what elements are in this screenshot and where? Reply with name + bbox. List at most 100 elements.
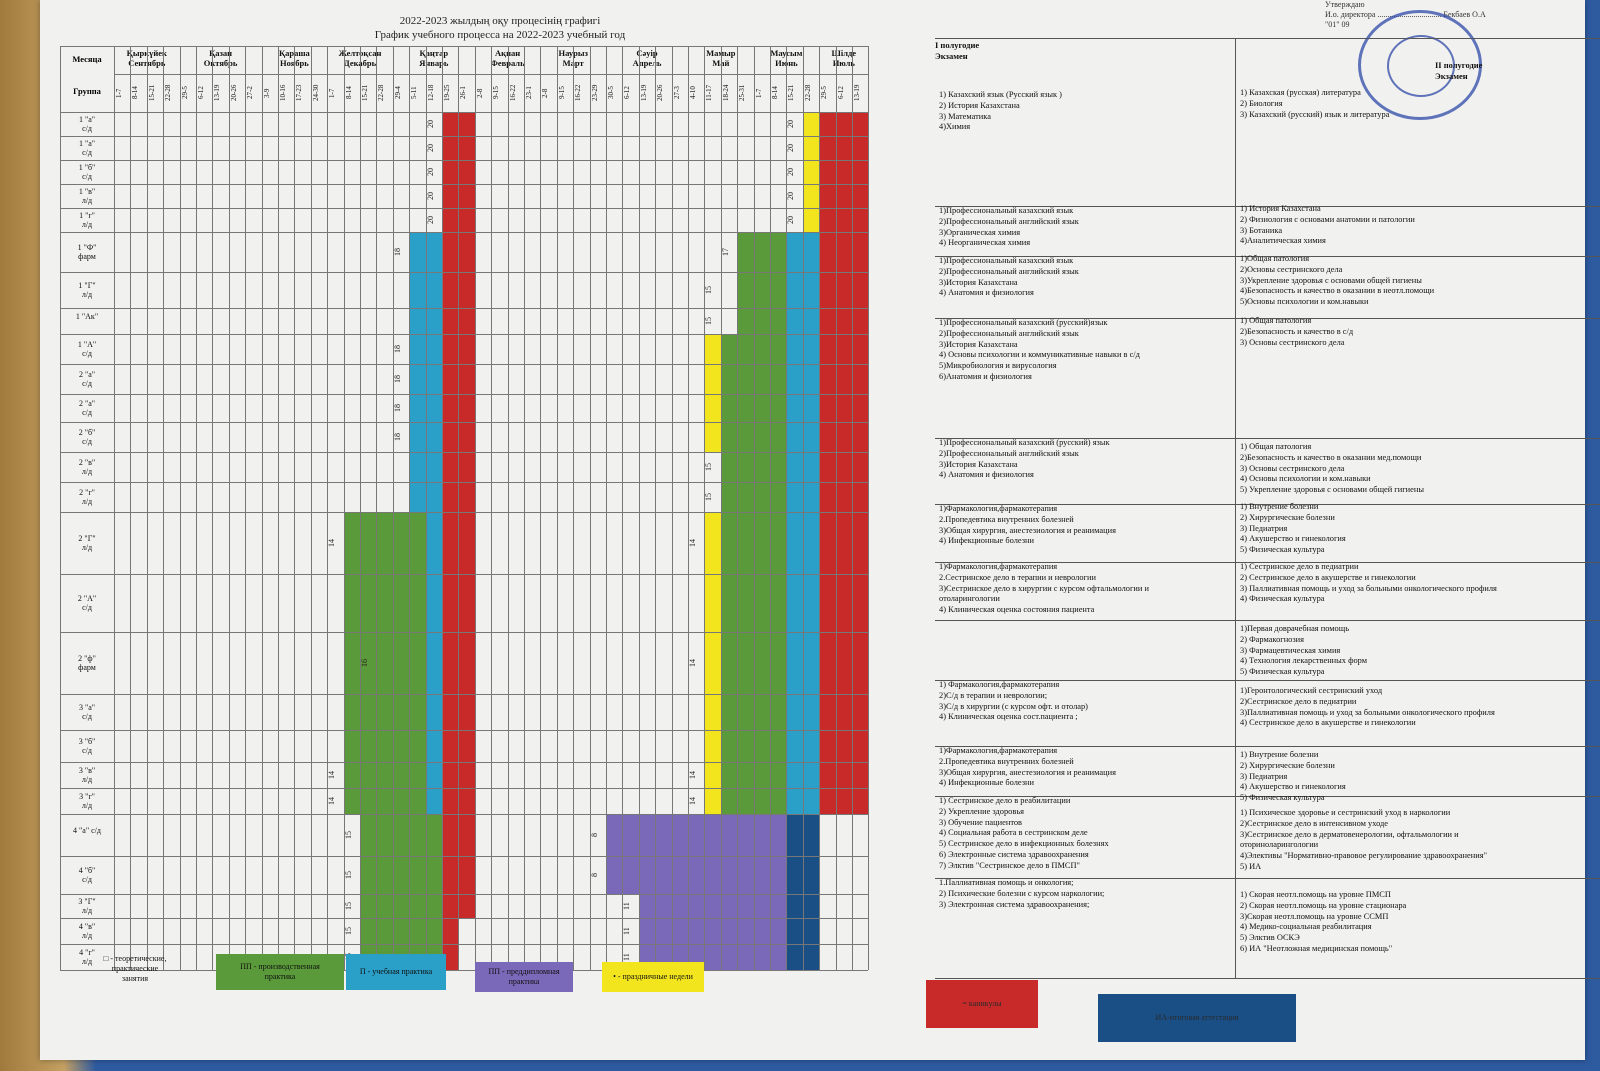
week-label: 6-12 xyxy=(623,86,632,100)
exam-divider xyxy=(1235,38,1236,978)
holiday-cell xyxy=(704,334,721,452)
grid-vline xyxy=(868,46,870,970)
exam-divider xyxy=(935,504,1600,505)
legend-educational-practice: П - учебная практика xyxy=(346,954,446,990)
grid-vline xyxy=(228,46,230,970)
week-label: 13-19 xyxy=(853,84,861,102)
grid-vline xyxy=(130,46,132,970)
grid-hline xyxy=(60,308,869,309)
preddiploma-practice-cell xyxy=(638,894,787,970)
schedule-grid: Месяца Группа ҚыркүйекСентябрьҚазанОктяб… xyxy=(60,46,935,976)
grid-vline xyxy=(114,46,115,970)
cell-number: 14 xyxy=(327,797,337,805)
grid-hline xyxy=(60,46,869,47)
second-semester-exam-list: 1)Общая патология 2)Основы сестринского … xyxy=(1240,254,1435,307)
first-semester-exam-list: 1.Паллиативная помощь и онкология; 2) Пс… xyxy=(939,878,1105,909)
cell-number: 15 xyxy=(704,463,714,471)
week-label: 23-29 xyxy=(590,84,599,102)
schedule-sheet: 2022-2023 жылдың оқу процесінің графигі … xyxy=(40,0,1600,1060)
grid-vline xyxy=(310,46,312,970)
second-semester-exam-list: 1) Скорая неотл.помощь на уровне ПМСП 2)… xyxy=(1240,890,1407,953)
grid-hline xyxy=(60,232,869,233)
month-name-ru: Февраль xyxy=(475,58,541,68)
grid-vline xyxy=(688,46,689,970)
grid-vline xyxy=(819,46,821,970)
week-label: 26-1 xyxy=(459,86,468,100)
preddiploma-practice-cell xyxy=(606,814,787,894)
week-label: 6-12 xyxy=(836,86,845,100)
month-name-kz: Қараша xyxy=(262,48,328,58)
grid-vline xyxy=(425,46,427,970)
first-semester-exam-list: 1)Профессиональный казахский (русский) я… xyxy=(939,438,1110,480)
group-label: 2 "б" с/д xyxy=(78,428,96,446)
second-semester-exam-header: ІІ полугодие Экзамен xyxy=(1435,60,1483,81)
cell-number: 20 xyxy=(786,120,796,128)
month-name-ru: Апрель xyxy=(632,58,662,68)
group-label: 2 "г" л/д xyxy=(79,488,95,506)
legend-production-practice: ПП - производственная практика xyxy=(216,954,344,990)
month-name-kz: Сәуір xyxy=(636,48,658,58)
month-name-ru: Июль xyxy=(832,58,855,68)
group-label: 1 "б" с/д xyxy=(78,163,96,181)
month-header: Сәуір Апрель xyxy=(606,46,688,74)
group-label: 3 "а" с/д xyxy=(78,703,96,721)
grid-vline xyxy=(196,46,197,970)
exam-divider xyxy=(935,318,1600,319)
cell-number: 18 xyxy=(392,404,402,412)
week-label: 27-2 xyxy=(246,86,255,100)
group-label: 1 "А" с/д xyxy=(77,340,97,358)
week-label: 2-8 xyxy=(541,88,550,98)
week-label: 8-14 xyxy=(771,86,779,100)
week-label: 11-17 xyxy=(705,84,714,102)
grid-hline xyxy=(60,452,869,453)
second-semester-exam-list: 1)Первая доврачебная помощь 2) Фармакогн… xyxy=(1240,624,1368,677)
exam-divider xyxy=(935,562,1600,563)
month-name-kz: Қаңтар xyxy=(419,48,449,58)
month-name-ru: Декабрь xyxy=(327,58,393,68)
first-semester-exam-list: 1)Фармакология,фармакотерапия 2.Сестринс… xyxy=(939,562,1149,615)
group-label: 4 "а" с/д xyxy=(73,826,101,835)
grid-hline xyxy=(60,788,869,789)
second-semester-exam-list: 1) Казахская (русская) литература 2) Био… xyxy=(1240,88,1390,119)
group-label: 2 "в" л/д xyxy=(78,458,96,476)
grid-vline xyxy=(556,46,558,970)
exam-divider xyxy=(935,620,1600,621)
cell-number: 8 xyxy=(589,873,599,877)
month-name-ru: Октябрь xyxy=(203,58,238,68)
grid-vline xyxy=(179,46,181,970)
group-label: 2 "ф" фарм xyxy=(78,654,96,672)
first-semester-exam-list: 1) Фармакология,фармакотерапия 2)С/д в т… xyxy=(939,680,1088,722)
week-label: 16-22 xyxy=(508,84,517,102)
first-semester-exam-list: 1)Профессиональный казахский язык 2)Проф… xyxy=(939,206,1079,248)
week-label: 10-16 xyxy=(279,84,287,102)
cell-number: 15 xyxy=(343,871,353,879)
grid-vline xyxy=(802,46,804,970)
grid-vline xyxy=(409,46,411,970)
production-practice-cell xyxy=(737,232,787,334)
grid-vline xyxy=(606,46,607,970)
week-label: 27-3 xyxy=(672,86,681,100)
approval-line-1: Утверждаю xyxy=(1325,0,1365,9)
approval-date: "01" 09 xyxy=(1325,20,1350,29)
week-label: 29-5 xyxy=(180,86,189,100)
grid-vline xyxy=(835,46,837,970)
grid-vline xyxy=(146,46,148,970)
week-label: 25-31 xyxy=(738,84,747,102)
week-label: 29-5 xyxy=(820,86,829,100)
grid-hline xyxy=(60,512,869,513)
cell-number: 20 xyxy=(425,192,435,200)
educational-practice-cell xyxy=(425,512,442,814)
week-label: 15-21 xyxy=(147,84,156,102)
week-label: 1-7 xyxy=(115,88,123,98)
group-label: 1 "Г" л/д xyxy=(78,281,96,299)
group-label: 3 "Г" л/д xyxy=(78,897,96,915)
cell-number: 20 xyxy=(425,216,435,224)
first-semester-exam-header: І полугодие Экзамен xyxy=(935,40,980,61)
holiday-cell xyxy=(704,512,721,814)
grid-vline xyxy=(327,46,329,970)
group-label: 2 "а" с/д xyxy=(78,399,96,417)
second-semester-exam-list: 1) Общая патология 2)Безопасность и каче… xyxy=(1240,316,1354,347)
week-label: 15-21 xyxy=(361,84,369,102)
cell-number: 14 xyxy=(688,797,697,805)
week-label: 8-14 xyxy=(344,86,353,100)
